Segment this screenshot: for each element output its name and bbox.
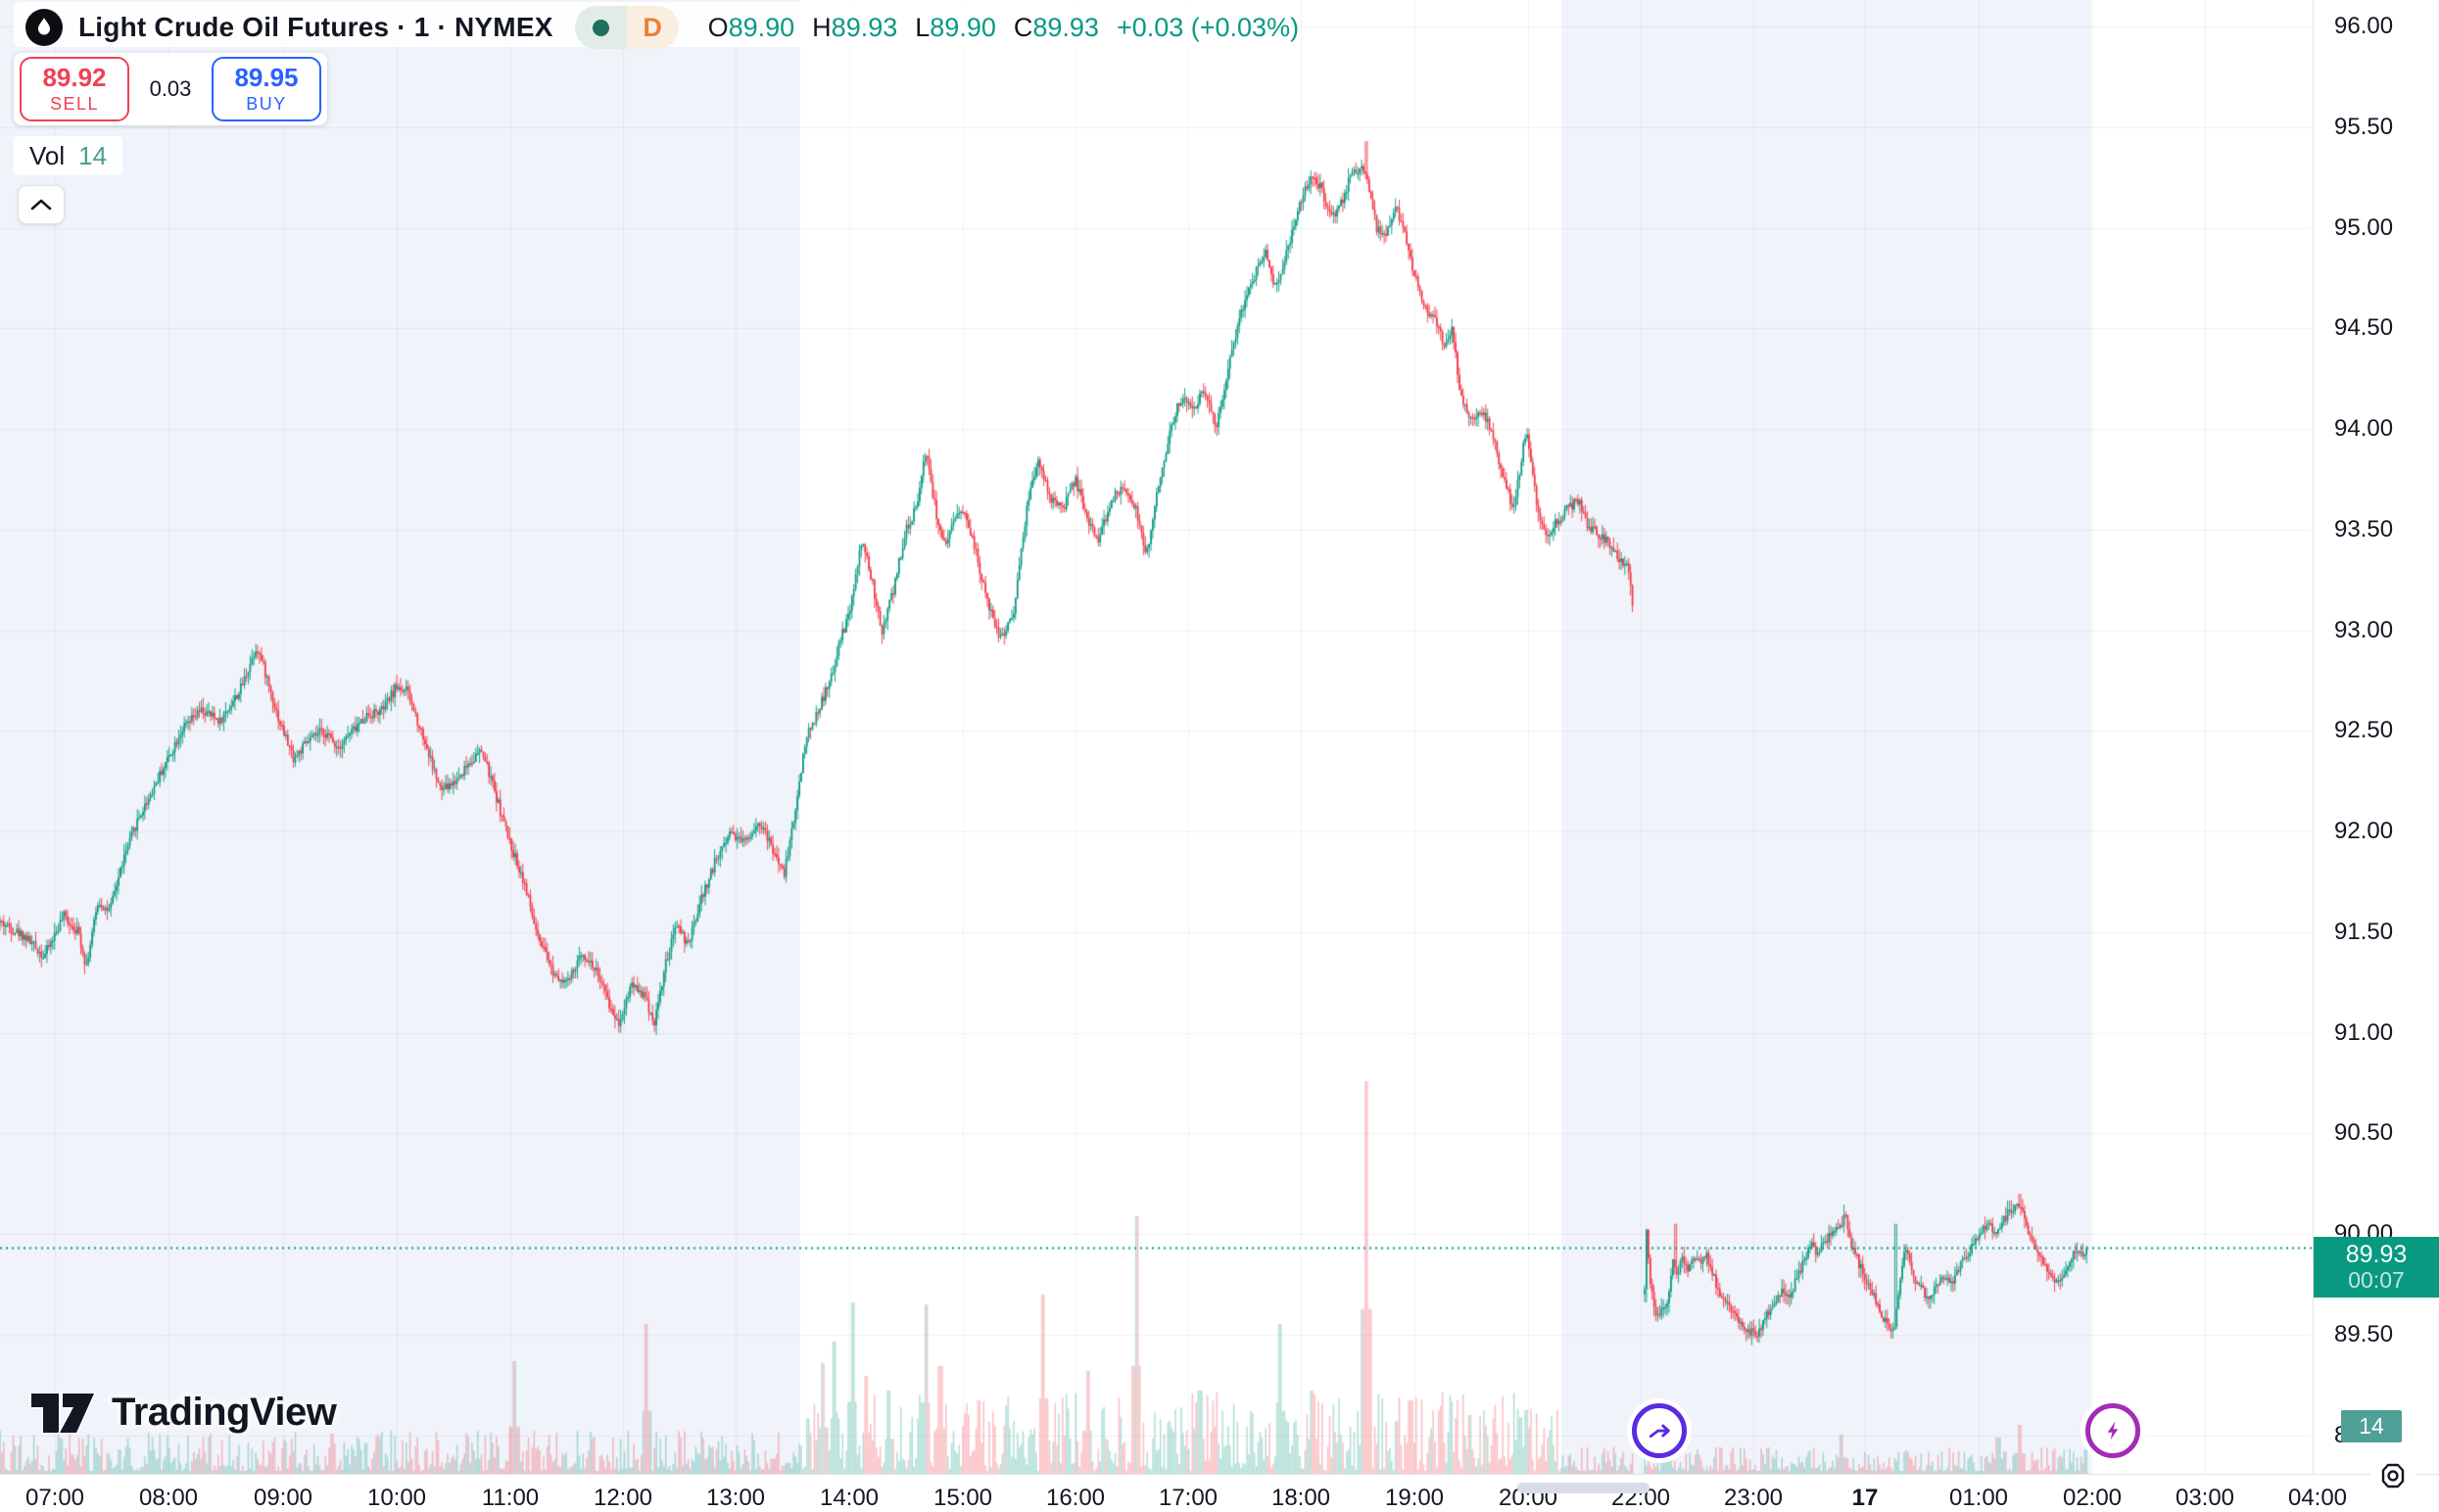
tradingview-logo[interactable]: TradingView [29, 1391, 337, 1435]
price-tick-label: 93.00 [2334, 616, 2394, 643]
time-tick-label: 17 [1851, 1485, 1879, 1511]
price-tick-label: 91.50 [2334, 918, 2394, 945]
price-axis[interactable]: 96.00 95.50 95.00 94.50 94.00 93.50 93.00 92.50… [2313, 0, 2439, 1474]
time-tick-label: 23:00 [1723, 1485, 1784, 1511]
ohlc-item-H: H89.93 [812, 12, 898, 42]
change-value: +0.03 (+0.03%) [1116, 12, 1300, 42]
ohlc-item-O: O89.90 [707, 12, 795, 42]
market-status-dot-icon [592, 19, 609, 36]
sell-button[interactable]: 89.92 SELL [20, 57, 129, 121]
crude-oil-symbol-icon [25, 9, 63, 46]
bar-countdown: 00:07 [2348, 1267, 2405, 1294]
ohlc-item-C: C89.93 [1013, 12, 1099, 42]
tradingview-mark-icon [29, 1392, 97, 1434]
merge-arrow-icon [1649, 1424, 1670, 1439]
price-tick-label: 90.50 [2334, 1119, 2394, 1147]
time-tick-label: 01:00 [1948, 1485, 2009, 1511]
price-scale-settings-button[interactable] [2370, 1459, 2415, 1492]
market-status-button[interactable] [574, 6, 627, 49]
trade-panel: 89.92 SELL 0.03 89.95 BUY [14, 53, 327, 125]
volume-axis-badge: 14 [2341, 1410, 2402, 1442]
sell-price: 89.92 [42, 63, 107, 93]
time-tick-label: 07:00 [24, 1485, 85, 1511]
tradingview-logo-text: TradingView [112, 1391, 337, 1434]
delayed-data-label: D [643, 12, 662, 42]
last-price-value: 89.93 [2345, 1240, 2408, 1268]
price-tick-label: 94.50 [2334, 314, 2394, 342]
time-tick-label: 10:00 [366, 1485, 427, 1511]
price-tick-label: 93.50 [2334, 515, 2394, 543]
delayed-data-button[interactable]: D [626, 6, 679, 49]
last-price-badge: 89.93 00:07 [2314, 1237, 2439, 1298]
ohlc-values: O89.90 H89.93 L89.90 C89.93 +0.03 (+0.03%) [708, 13, 1300, 43]
ohlc-item-L: L89.90 [915, 12, 996, 42]
time-tick-label: 11:00 [481, 1485, 540, 1511]
sell-label: SELL [49, 93, 100, 114]
price-tick-label: 89.50 [2334, 1320, 2394, 1347]
spread-value: 0.03 [149, 76, 192, 101]
time-tick-label: 04:00 [2287, 1485, 2348, 1511]
candlestick-chart-surface[interactable] [0, 0, 2312, 1474]
time-axis[interactable]: 07:00 08:00 09:00 10:00 11:00 12:00 13:00 14:00… [0, 1474, 2439, 1511]
time-tick-label: 02:00 [2062, 1485, 2123, 1511]
time-tick-label: 14:00 [819, 1485, 880, 1511]
time-tick-label: 03:00 [2175, 1485, 2235, 1511]
session-open-marker-button[interactable] [1632, 1403, 1687, 1458]
chevron-up-icon [30, 199, 52, 211]
time-tick-label: 16:00 [1045, 1485, 1106, 1511]
price-tick-label: 92.00 [2334, 818, 2394, 844]
symbol-legend[interactable]: Light Crude Oil Futures · 1 · NYMEX D O8… [25, 6, 1299, 49]
price-tick-label: 94.00 [2334, 415, 2394, 442]
time-tick-label: 19:00 [1384, 1485, 1445, 1511]
buy-button[interactable]: 89.95 BUY [212, 57, 321, 121]
time-tick-label: 09:00 [253, 1485, 313, 1511]
time-axis-scrollbar-handle[interactable] [1517, 1483, 1650, 1493]
price-tick-label: 92.50 [2334, 717, 2394, 744]
symbol-title[interactable]: Light Crude Oil Futures · 1 · NYMEX [78, 12, 553, 42]
gear-icon [2381, 1463, 2405, 1488]
volume-indicator-legend[interactable]: Vol 14 [14, 136, 123, 175]
ohlc-items: O89.90 H89.93 L89.90 C89.93 [708, 13, 1099, 43]
price-tick-label: 95.50 [2334, 113, 2394, 140]
price-tick-label: 91.00 [2334, 1018, 2394, 1046]
price-tick-label: 95.00 [2334, 213, 2394, 241]
volume-indicator-value: 14 [78, 140, 108, 170]
buy-label: BUY [246, 93, 287, 114]
time-tick-label: 17:00 [1158, 1485, 1219, 1511]
buy-price: 89.95 [234, 63, 299, 93]
time-tick-label: 15:00 [933, 1485, 993, 1511]
time-tick-label: 12:00 [593, 1485, 653, 1511]
market-status-pill: D [574, 6, 679, 49]
time-tick-label: 18:00 [1270, 1485, 1331, 1511]
collapse-legend-button[interactable] [18, 185, 65, 224]
settlement-marker-button[interactable] [2085, 1403, 2140, 1458]
lightning-bolt-icon [2107, 1421, 2119, 1441]
price-tick-label: 96.00 [2334, 13, 2394, 39]
volume-indicator-label: Vol [29, 140, 66, 170]
time-tick-label: 08:00 [138, 1485, 199, 1511]
time-tick-label: 13:00 [705, 1485, 766, 1511]
